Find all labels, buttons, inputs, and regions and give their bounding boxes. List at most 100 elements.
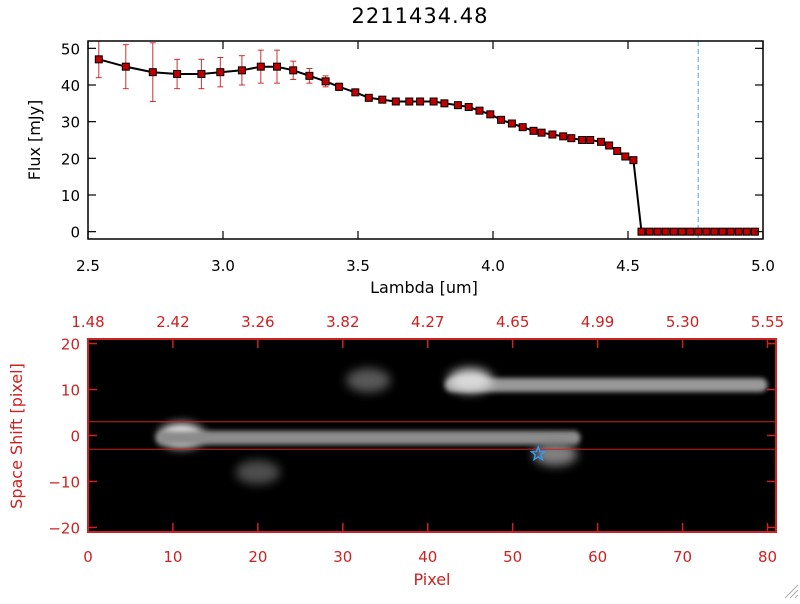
data-point [351, 88, 360, 97]
spectral-blob [448, 368, 493, 393]
data-point [507, 119, 516, 128]
x-tick-label: 5.0 [751, 257, 775, 275]
flux-series-line [98, 58, 755, 233]
data-point [429, 97, 438, 106]
data-point [734, 227, 743, 236]
top-tick-label: 4.65 [496, 313, 529, 331]
data-point [686, 227, 695, 236]
data-point [197, 70, 206, 78]
spectrum-ylabel: Flux [mJy] [25, 100, 44, 181]
data-point [605, 141, 614, 150]
data-point [621, 152, 630, 161]
data-point [726, 227, 735, 236]
data-point [629, 156, 638, 165]
data-point [364, 93, 373, 102]
spectral-trace [155, 430, 581, 445]
star-marker-icon [529, 444, 547, 462]
x-tick-label: 0 [83, 548, 93, 566]
spectral-blob [346, 368, 391, 393]
y-tick-label: 30 [61, 114, 80, 132]
data-point [586, 136, 595, 144]
data-point [216, 68, 225, 77]
data-point [718, 227, 727, 236]
data-point [391, 97, 400, 106]
data-point [537, 128, 546, 137]
y-tick-label: 50 [61, 40, 80, 58]
data-point [578, 136, 587, 144]
spectral-image [88, 339, 776, 532]
spectral-image-chart: 0 10 20 30 40 50 60 70 80 1.48 2.42 3.26 3.82 4.27 4.6… [7, 313, 784, 589]
y-tick-label: 20 [61, 150, 80, 168]
x-tick-label: 80 [758, 548, 777, 566]
data-point [475, 106, 484, 115]
data-point [321, 77, 330, 86]
x-tick-label: 3.0 [211, 257, 235, 275]
spectrum-axes-frame [87, 40, 764, 240]
data-point [597, 137, 605, 146]
y-tick-label: 10 [61, 187, 80, 205]
data-point [237, 66, 246, 75]
top-tick-label: 3.82 [326, 313, 359, 331]
y-tick-label: 10 [61, 382, 80, 400]
image-xlabel: Pixel [413, 570, 450, 589]
data-point [378, 95, 387, 104]
spectral-blob [533, 441, 578, 466]
data-point [613, 147, 622, 155]
data-point [486, 110, 495, 119]
y-tick-label: 0 [70, 428, 80, 446]
data-point [464, 103, 473, 111]
data-point [416, 97, 425, 106]
y-tick-label: −20 [48, 519, 80, 537]
top-tick-label: 4.99 [581, 313, 614, 331]
data-point [256, 62, 265, 71]
data-point [335, 82, 344, 91]
data-point [405, 97, 414, 106]
data-point [559, 132, 568, 141]
data-point [710, 227, 719, 236]
x-tick-label: 3.5 [346, 257, 370, 275]
spectral-blob [235, 460, 280, 485]
top-tick-label: 4.27 [411, 313, 444, 331]
data-point [653, 227, 662, 236]
top-tick-label: 2.42 [156, 313, 189, 331]
spectrum-xlabel: Lambda [um] [370, 278, 478, 297]
image-ylabel: Space Shift [pixel] [7, 363, 26, 509]
data-point [645, 227, 654, 236]
data-point [289, 66, 298, 75]
y-tick-label: −10 [48, 473, 80, 491]
data-point [148, 68, 157, 77]
y-tick-label: 20 [61, 336, 80, 354]
data-point [440, 99, 449, 108]
y-tick-label: 40 [61, 77, 80, 95]
data-point [669, 227, 678, 236]
data-point [273, 62, 281, 71]
x-tick-label: 30 [333, 548, 352, 566]
data-point [518, 123, 527, 132]
spectral-image-overlay [88, 421, 776, 462]
x-tick-label: 10 [163, 548, 182, 566]
x-tick-label: 60 [588, 548, 607, 566]
data-point [702, 227, 711, 236]
top-tick-label: 5.30 [666, 313, 699, 331]
data-point [548, 130, 557, 139]
resize-grip-icon[interactable] [784, 584, 799, 599]
x-tick-label: 40 [418, 548, 437, 566]
image-axes: 0 10 20 30 40 50 60 70 80 1.48 2.42 3.26 3.82 4.27 4.6… [48, 313, 784, 566]
data-point [453, 101, 462, 110]
x-tick-label: 4.5 [616, 257, 640, 275]
data-point [529, 126, 538, 135]
x-tick-label: 20 [248, 548, 267, 566]
spectrum-plot-area [94, 40, 759, 239]
data-point [742, 227, 751, 236]
flux-spectrum-chart: 2.5 3.0 3.5 4.0 4.5 5.0 0 10 20 30 40 50 Lambda [um… [25, 40, 775, 297]
chart-title: 2211434.48 [351, 4, 489, 28]
data-point [678, 227, 686, 236]
top-tick-label: 1.48 [71, 313, 104, 331]
top-tick-label: 5.55 [751, 313, 784, 331]
data-point [567, 134, 576, 143]
spectral-trace [444, 377, 768, 392]
data-point [94, 55, 103, 64]
x-tick-label: 50 [503, 548, 522, 566]
y-tick-label: 0 [70, 224, 80, 242]
